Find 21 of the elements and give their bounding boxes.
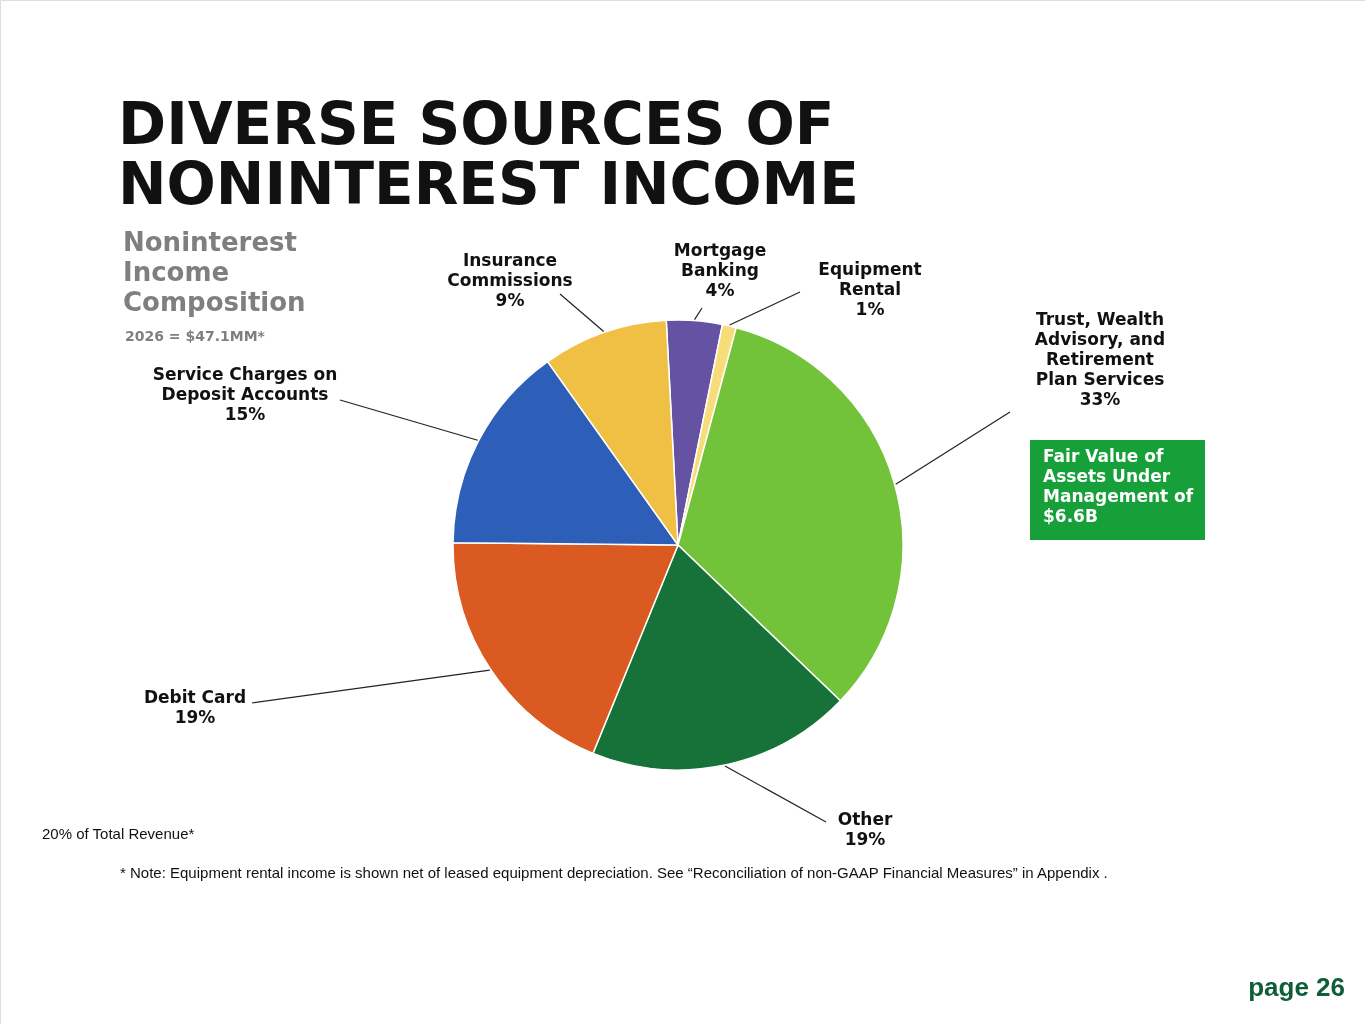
text: 2026 = $47.1MM*	[125, 328, 266, 344]
slice-label: Equipment Rental	[818, 259, 922, 299]
text: page 26	[1248, 972, 1345, 1002]
chart-title: DIVERSE SOURCES OF NONINTEREST INCOME	[118, 90, 859, 218]
data-label: 33%	[1079, 389, 1121, 409]
data-label: 19%	[844, 829, 886, 849]
data-label: 1%	[855, 299, 885, 319]
slice-label: Debit Card	[143, 687, 247, 707]
data-label: 15%	[224, 404, 266, 424]
text: * Note: Equipment rental income is shown net of leased equipment depreciation. See “Reconciliation of non-GAAP Financial Measures” in Appendix .	[120, 864, 1108, 881]
data-label: 9%	[495, 290, 525, 310]
slice-label: Trust, Wealth Advisory, and Retirement Plan Services	[1034, 309, 1166, 389]
slice-label: Mortgage Banking	[673, 240, 767, 280]
data-label: 19%	[174, 707, 216, 727]
text: Fair Value of Assets Under Management of $6.6B	[1043, 446, 1194, 526]
data-label: 4%	[705, 280, 735, 300]
slice-label: Service Charges on Deposit Accounts	[152, 364, 338, 404]
text: Noninterest Income Composition	[123, 227, 306, 317]
slice-label: Other	[837, 809, 893, 829]
text: 20% of Total Revenue*	[42, 825, 195, 842]
slice-label: Insurance Commissions	[447, 250, 573, 290]
